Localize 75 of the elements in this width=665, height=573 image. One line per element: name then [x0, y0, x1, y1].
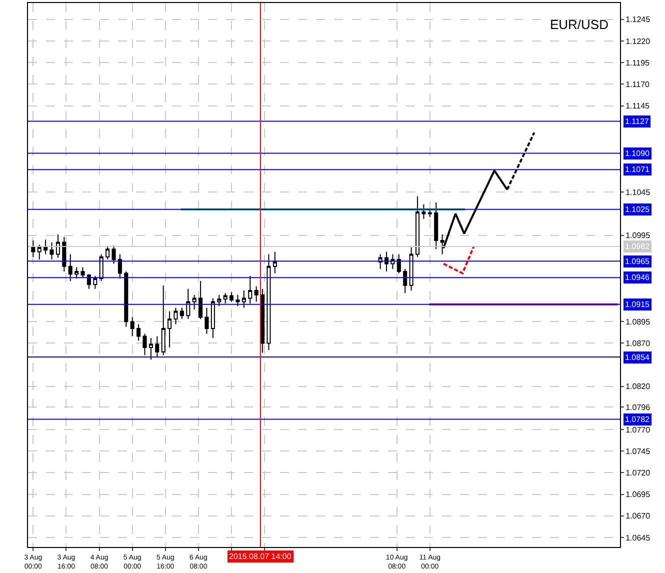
candlestick — [74, 266, 79, 279]
candlestick — [68, 254, 72, 282]
candlestick — [266, 254, 271, 351]
candlestick — [130, 316, 134, 337]
candlestick — [180, 307, 184, 320]
y-tick-label: 1.0745 — [626, 446, 651, 456]
candlestick — [112, 245, 116, 264]
y-tick-label: 1.0645 — [626, 533, 651, 542]
y-tick-label: 1.1245 — [626, 15, 651, 24]
candlestick — [434, 202, 438, 250]
candlestick — [168, 310, 172, 348]
candlestick — [62, 236, 66, 272]
text: EUR/USD — [550, 17, 608, 32]
ref-line-label: 1.0965 — [625, 257, 650, 266]
y-tick-label: 1.0770 — [626, 425, 651, 434]
candlestick — [86, 274, 91, 290]
candlestick — [99, 254, 104, 282]
y-tick-label: 1.0895 — [626, 317, 651, 326]
candlestick — [50, 242, 54, 260]
candlestick — [422, 204, 426, 220]
y-tick-label: 1.1145 — [626, 102, 650, 111]
y-tick-label: 1.0720 — [626, 468, 651, 478]
candlestick — [272, 251, 277, 274]
candlestick — [44, 239, 48, 255]
y-tick-label: 1.0670 — [626, 512, 651, 521]
candlestick — [118, 254, 122, 279]
candlestick — [415, 196, 420, 258]
y-tick-label: 1.0995 — [626, 231, 651, 240]
candlestick — [142, 333, 147, 356]
y-tick-label: 1.1045 — [626, 188, 651, 197]
y-tick-label: 1.0870 — [626, 339, 651, 348]
candlestick — [136, 324, 141, 342]
ref-line-label: 1.1071 — [625, 165, 650, 174]
candlestick — [186, 288, 190, 320]
candlestick — [192, 294, 196, 310]
candlestick — [384, 251, 389, 272]
candlestick — [37, 244, 42, 260]
candlestick — [242, 290, 246, 308]
candlestick — [403, 268, 408, 294]
candlestick — [174, 307, 178, 325]
candlestick — [223, 292, 228, 304]
candlestick — [409, 246, 414, 292]
y-tick-label: 1.1195 — [626, 58, 650, 68]
candlestick — [161, 284, 166, 356]
ref-line-label: 1.0854 — [625, 353, 650, 362]
candlestick — [210, 298, 215, 339]
y-tick-label: 1.0695 — [626, 490, 651, 500]
candlestick — [204, 307, 209, 334]
candlestick — [124, 271, 128, 328]
candlestick — [106, 246, 110, 260]
ref-line-label: 1.1025 — [625, 205, 650, 214]
ref-line-label: 1.1127 — [625, 117, 650, 126]
candlestick — [217, 294, 222, 307]
y-tick-label: 1.0820 — [626, 382, 651, 392]
candlestick — [236, 294, 240, 307]
candlestick — [155, 336, 160, 358]
ref-line-label: 1.0915 — [625, 300, 650, 309]
candlestick — [248, 275, 252, 304]
candlestick — [230, 292, 234, 302]
candlestick — [93, 275, 98, 290]
y-tick-label: 1.1220 — [626, 36, 651, 46]
ref-line-label: 1.0946 — [625, 273, 650, 282]
y-tick-label: 1.1170 — [626, 80, 650, 89]
candlestick — [428, 208, 432, 218]
candlestick — [198, 280, 203, 320]
candlestick — [31, 240, 36, 258]
ref-line-label: 1.0782 — [625, 415, 650, 424]
candlestick — [148, 338, 153, 360]
ref-line-label: 2015.08.07 14:00 — [229, 552, 292, 561]
ref-line-label: 1.1090 — [625, 149, 650, 158]
candlestick — [56, 234, 60, 258]
candlestick — [254, 286, 258, 302]
candlestick — [396, 254, 401, 274]
candlestick — [80, 266, 85, 278]
y-tick-label: 1.0796 — [626, 402, 651, 412]
